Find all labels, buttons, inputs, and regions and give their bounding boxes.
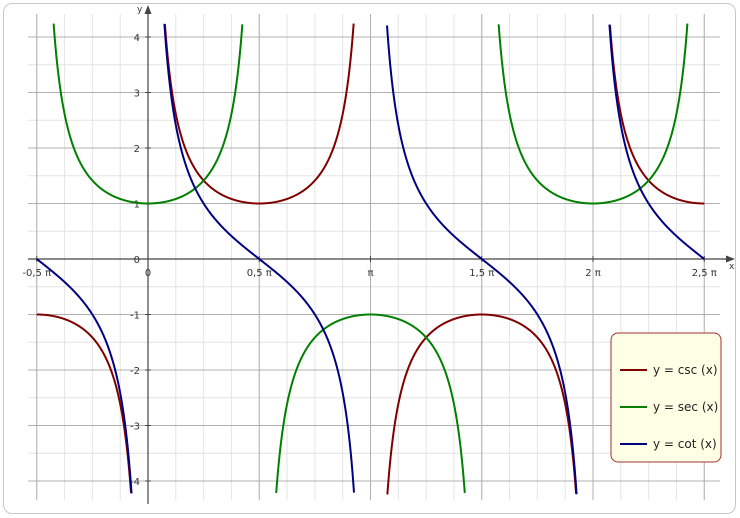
y-tick-label: 2 xyxy=(134,144,140,155)
x-tick-label: 2,5 π xyxy=(692,268,717,279)
y-tick-label: -3 xyxy=(130,422,140,433)
x-tick-label: 0,5 π xyxy=(247,268,272,279)
x-tick-label: -0,5 π xyxy=(22,268,51,279)
y-tick-label: 4 xyxy=(134,33,140,44)
legend-label-sec: y = sec (x) xyxy=(653,400,718,414)
x-tick-label: π xyxy=(367,268,373,279)
y-tick-label: -4 xyxy=(130,477,140,488)
legend-label-csc: y = csc (x) xyxy=(653,363,718,377)
series-sec-line xyxy=(52,23,689,494)
series-cot-line xyxy=(36,23,705,495)
x-tick-label: 2 π xyxy=(585,268,601,279)
y-axis-arrow xyxy=(144,5,152,14)
y-axis-label: y xyxy=(137,5,143,15)
curves xyxy=(36,23,705,495)
x-tick-label: 1,5 π xyxy=(469,268,494,279)
x-axis-arrow xyxy=(726,255,735,263)
legend-label-cot: y = cot (x) xyxy=(653,437,717,451)
axes xyxy=(28,5,735,504)
y-tick-label: -2 xyxy=(130,366,140,377)
x-tick-label: 0 xyxy=(145,268,151,279)
legend: y = csc (x) y = sec (x) y = cot (x) xyxy=(610,332,722,463)
y-tick-label: 0 xyxy=(134,255,140,266)
y-tick-label: -1 xyxy=(130,311,140,322)
y-tick-label: 3 xyxy=(134,89,140,100)
tick-labels: -0,5 π 0 0,5 π π 1,5 π 2 π 2,5 π -4 -3 -2 -1 0 1 2 3 4 xyxy=(22,33,716,488)
x-axis-label: x xyxy=(729,262,735,272)
legend-box xyxy=(610,332,722,463)
y-tick-label: 1 xyxy=(134,200,140,211)
series-csc-line xyxy=(36,23,705,495)
